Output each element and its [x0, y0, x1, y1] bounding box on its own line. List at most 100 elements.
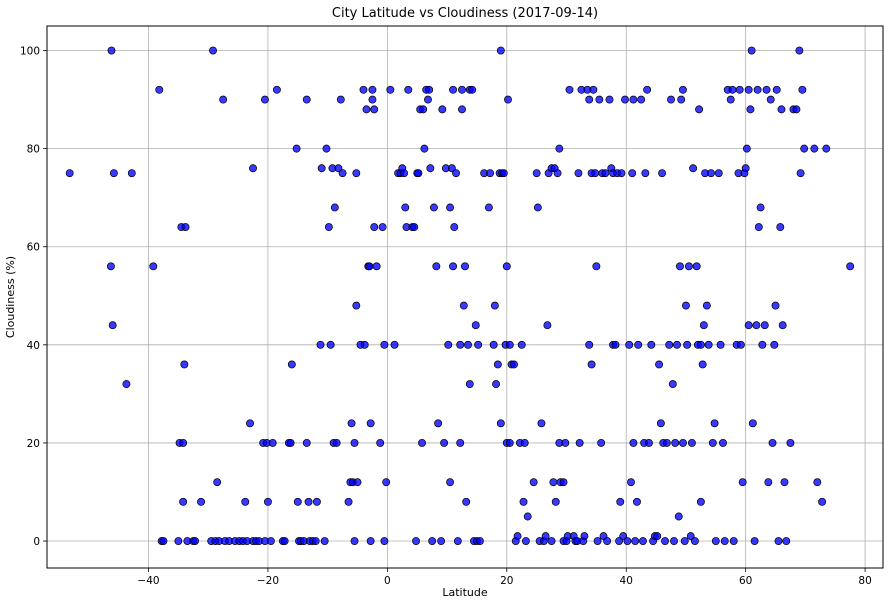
data-point — [655, 360, 664, 369]
data-point — [468, 85, 477, 94]
data-point — [741, 164, 750, 173]
data-point — [661, 537, 669, 545]
plot-frame — [46, 25, 884, 569]
data-point — [665, 340, 674, 349]
data-point — [108, 321, 117, 330]
data-point — [589, 85, 598, 94]
data-point — [634, 340, 643, 349]
data-point — [716, 340, 725, 349]
data-point — [268, 438, 277, 447]
data-point — [698, 360, 707, 369]
data-point — [758, 340, 767, 349]
data-point — [434, 419, 443, 428]
data-point — [360, 340, 369, 349]
data-point — [533, 203, 542, 212]
data-point — [549, 478, 558, 487]
data-point — [753, 85, 762, 94]
data-point — [122, 380, 131, 389]
data-point — [338, 169, 347, 178]
x-tick-label: 0 — [384, 575, 391, 587]
data-point — [603, 537, 612, 545]
data-point — [246, 419, 254, 428]
data-point — [683, 340, 692, 349]
data-point — [424, 95, 432, 104]
data-point — [452, 169, 460, 178]
data-point — [653, 532, 662, 541]
data-point — [380, 537, 389, 545]
x-tick-label: 80 — [858, 575, 871, 587]
data-point — [676, 262, 684, 271]
data-point — [777, 105, 786, 114]
data-point — [353, 478, 362, 487]
data-point — [350, 438, 359, 447]
data-point — [492, 380, 501, 389]
data-point — [621, 95, 629, 104]
data-point — [180, 360, 189, 369]
data-point — [704, 340, 713, 349]
data-point — [304, 497, 313, 506]
data-point — [768, 438, 777, 447]
data-point — [432, 262, 441, 271]
data-point — [764, 478, 773, 487]
data-point — [471, 321, 480, 330]
data-point — [370, 223, 379, 232]
data-point — [458, 85, 466, 94]
data-point — [449, 85, 458, 94]
data-point — [679, 85, 687, 94]
data-point — [637, 95, 646, 104]
data-point — [798, 85, 807, 94]
data-point — [293, 497, 302, 506]
data-point — [446, 203, 455, 212]
data-point — [159, 537, 168, 545]
data-point — [641, 169, 650, 178]
data-point — [553, 169, 562, 178]
data-point — [770, 340, 779, 349]
y-axis-label: Cloudiness (%) — [4, 256, 17, 338]
data-point — [689, 164, 698, 173]
y-tick-label: 60 — [27, 242, 40, 254]
data-point — [690, 537, 699, 545]
data-point — [780, 478, 789, 487]
data-point — [580, 532, 589, 541]
data-point — [484, 203, 493, 212]
data-point — [623, 537, 632, 545]
data-point — [565, 85, 574, 94]
data-point — [249, 164, 257, 173]
data-point — [774, 537, 783, 545]
data-point — [617, 169, 626, 178]
data-point — [513, 532, 522, 541]
data-point — [209, 46, 217, 55]
data-point — [708, 438, 717, 447]
data-point — [302, 95, 311, 104]
data-point — [728, 85, 737, 94]
data-point — [711, 537, 720, 545]
data-point — [465, 380, 474, 389]
data-point — [616, 497, 625, 506]
data-point — [382, 478, 391, 487]
data-point — [174, 537, 183, 545]
data-point — [316, 340, 325, 349]
data-point — [752, 321, 761, 330]
data-point — [461, 262, 469, 271]
data-point — [628, 169, 637, 178]
data-point — [517, 340, 526, 349]
data-point — [372, 262, 381, 271]
data-point — [735, 85, 744, 94]
data-point — [446, 478, 455, 487]
data-point — [149, 262, 158, 271]
data-point — [786, 438, 795, 447]
data-point — [155, 85, 164, 94]
data-point — [585, 95, 594, 104]
data-point — [400, 169, 409, 178]
data-point — [330, 203, 339, 212]
data-point — [311, 537, 320, 545]
data-point — [370, 105, 379, 114]
data-point — [352, 169, 361, 178]
data-point — [729, 537, 738, 545]
data-point — [401, 203, 410, 212]
data-point — [633, 497, 641, 506]
data-point — [326, 340, 335, 349]
data-point — [662, 438, 671, 447]
data-point — [352, 301, 361, 310]
data-point — [795, 46, 804, 55]
